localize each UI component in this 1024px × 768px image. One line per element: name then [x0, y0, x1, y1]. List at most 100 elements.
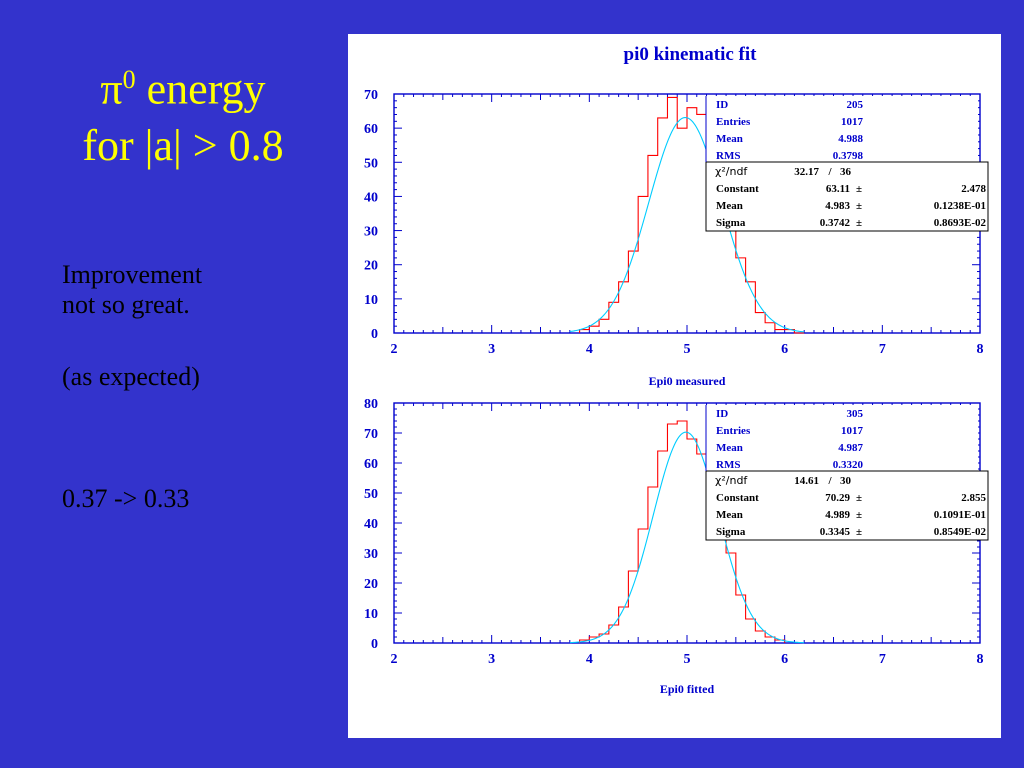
fit-param-error: 0.1238E-01 — [934, 200, 986, 212]
stat-label: Mean — [716, 133, 743, 145]
chi2-value: 32.17 — [794, 166, 819, 178]
pi-symbol: π — [100, 64, 123, 114]
plus-minus: ± — [856, 509, 862, 521]
fit-param-value: 4.989 — [825, 509, 850, 521]
chi2-value: 14.61 — [794, 475, 819, 487]
stat-label: Entries — [716, 425, 751, 437]
chi2-ndf-label: χ²/ndf — [715, 474, 748, 487]
x-tick-label: 6 — [781, 652, 788, 667]
fit-param-label: Mean — [716, 509, 743, 521]
stat-label: Mean — [716, 442, 743, 454]
y-tick-label: 20 — [364, 577, 378, 592]
figure-svg: pi0 kinematic fit 2 3 4 5 6 7 8010203040506070… — [364, 44, 989, 696]
plus-minus: ± — [856, 526, 862, 538]
fit-param-label: Sigma — [716, 526, 746, 538]
fit-param-label: Sigma — [716, 217, 746, 229]
fit-param-label: Mean — [716, 200, 743, 212]
fit-param-value: 0.3345 — [820, 526, 851, 538]
note-improvement-line2: not so great. — [62, 290, 190, 319]
stat-label: ID — [716, 408, 728, 420]
stats-box-bg-top — [706, 405, 978, 471]
fit-param-label: Constant — [716, 183, 759, 195]
x-tick-label: 7 — [879, 342, 886, 357]
note-rms-change: 0.37 -> 0.33 — [62, 484, 190, 513]
y-tick-label: 30 — [364, 225, 378, 240]
y-tick-label: 60 — [364, 122, 378, 137]
title-line-2: for |a| > 0.8 — [82, 120, 284, 170]
plus-minus: ± — [856, 183, 862, 195]
stat-value: 1017 — [841, 116, 864, 128]
chi2-slash: / — [827, 475, 832, 487]
y-tick-label: 60 — [364, 457, 378, 472]
fit-box — [705, 470, 989, 541]
y-tick-label: 30 — [364, 547, 378, 562]
x-tick-label: 3 — [488, 652, 495, 667]
figure-title: pi0 kinematic fit — [624, 44, 758, 65]
y-tick-label: 50 — [364, 487, 378, 502]
plus-minus: ± — [856, 200, 862, 212]
title-line-1: π0 energy — [28, 52, 338, 118]
stat-label: Entries — [716, 116, 751, 128]
plus-minus: ± — [856, 217, 862, 229]
x-tick-label: 4 — [586, 652, 593, 667]
fit-param-error: 0.1091E-01 — [934, 509, 986, 521]
x-tick-label: 2 — [391, 652, 398, 667]
chi2-ndf-label: χ²/ndf — [715, 165, 748, 178]
x-tick-label: 7 — [879, 652, 886, 667]
x-axis-title: Epi0 measured — [649, 374, 726, 388]
stat-label: RMS — [716, 459, 740, 471]
fit-box — [705, 161, 989, 232]
x-tick-label: 4 — [586, 342, 593, 357]
fit-param-error: 2.478 — [961, 183, 986, 195]
fit-param-error: 2.855 — [961, 492, 986, 504]
y-tick-label: 40 — [364, 190, 378, 205]
stats-box: ID 205 Entries 1017 Mean 4.988 RMS 0.3798 χ²/ndf… — [705, 96, 989, 232]
fit-param-label: Constant — [716, 492, 759, 504]
ndf-value: 36 — [840, 166, 852, 178]
stat-label: ID — [716, 99, 728, 111]
fit-param-value: 4.983 — [825, 200, 850, 212]
slide-title: π0 energy for |a| > 0.8 — [28, 52, 338, 174]
y-tick-label: 10 — [364, 607, 378, 622]
stats-box: ID 305 Entries 1017 Mean 4.987 RMS 0.3320 χ²/ndf… — [705, 405, 989, 541]
pi-superscript: 0 — [122, 65, 136, 94]
note-improvement-line1: Improvement — [62, 260, 203, 289]
y-tick-label: 20 — [364, 259, 378, 274]
fit-param-error: 0.8693E-02 — [934, 217, 987, 229]
fit-param-error: 0.8549E-02 — [934, 526, 987, 538]
x-tick-label: 3 — [488, 342, 495, 357]
note-improvement: Improvement not so great. — [62, 260, 202, 320]
stat-value: 0.3798 — [833, 150, 864, 162]
title-energy: energy — [135, 64, 266, 114]
stat-value: 4.988 — [838, 133, 863, 145]
stat-value: 1017 — [841, 425, 864, 437]
gaussian-fit-curve — [569, 431, 805, 644]
x-tick-label: 8 — [977, 342, 984, 357]
y-tick-label: 50 — [364, 156, 378, 171]
note-expected: (as expected) — [62, 362, 200, 391]
fit-param-value: 0.3742 — [820, 217, 851, 229]
figure-panel: pi0 kinematic fit 2 3 4 5 6 7 8 0 10 20 30 40 50 60 70… — [348, 34, 1001, 738]
plus-minus: ± — [856, 492, 862, 504]
x-tick-label: 5 — [684, 342, 691, 357]
y-tick-label: 70 — [364, 88, 378, 103]
stat-value: 0.3320 — [833, 459, 864, 471]
x-tick-label: 6 — [781, 342, 788, 357]
x-axis-title: Epi0 fitted — [660, 682, 715, 696]
x-tick-label: 2 — [391, 342, 398, 357]
stat-label: RMS — [716, 150, 740, 162]
stat-value: 305 — [847, 408, 864, 420]
y-tick-label: 70 — [364, 427, 378, 442]
y-tick-label: 0 — [371, 637, 378, 652]
stats-box-bg-top — [706, 96, 978, 162]
y-tick-label: 10 — [364, 293, 378, 308]
gaussian-fit-curve — [569, 116, 805, 333]
x-tick-label: 5 — [684, 652, 691, 667]
histogram-plot-1: 2 3 4 5 6 7 8 0 10 20 30 40 50 60 70 Epi0 measured ID 205… — [364, 88, 989, 388]
y-tick-label: 80 — [364, 397, 378, 412]
fit-param-value: 63.11 — [826, 183, 850, 195]
x-tick-label: 8 — [977, 652, 984, 667]
ndf-value: 30 — [840, 475, 852, 487]
fit-param-value: 70.29 — [825, 492, 850, 504]
